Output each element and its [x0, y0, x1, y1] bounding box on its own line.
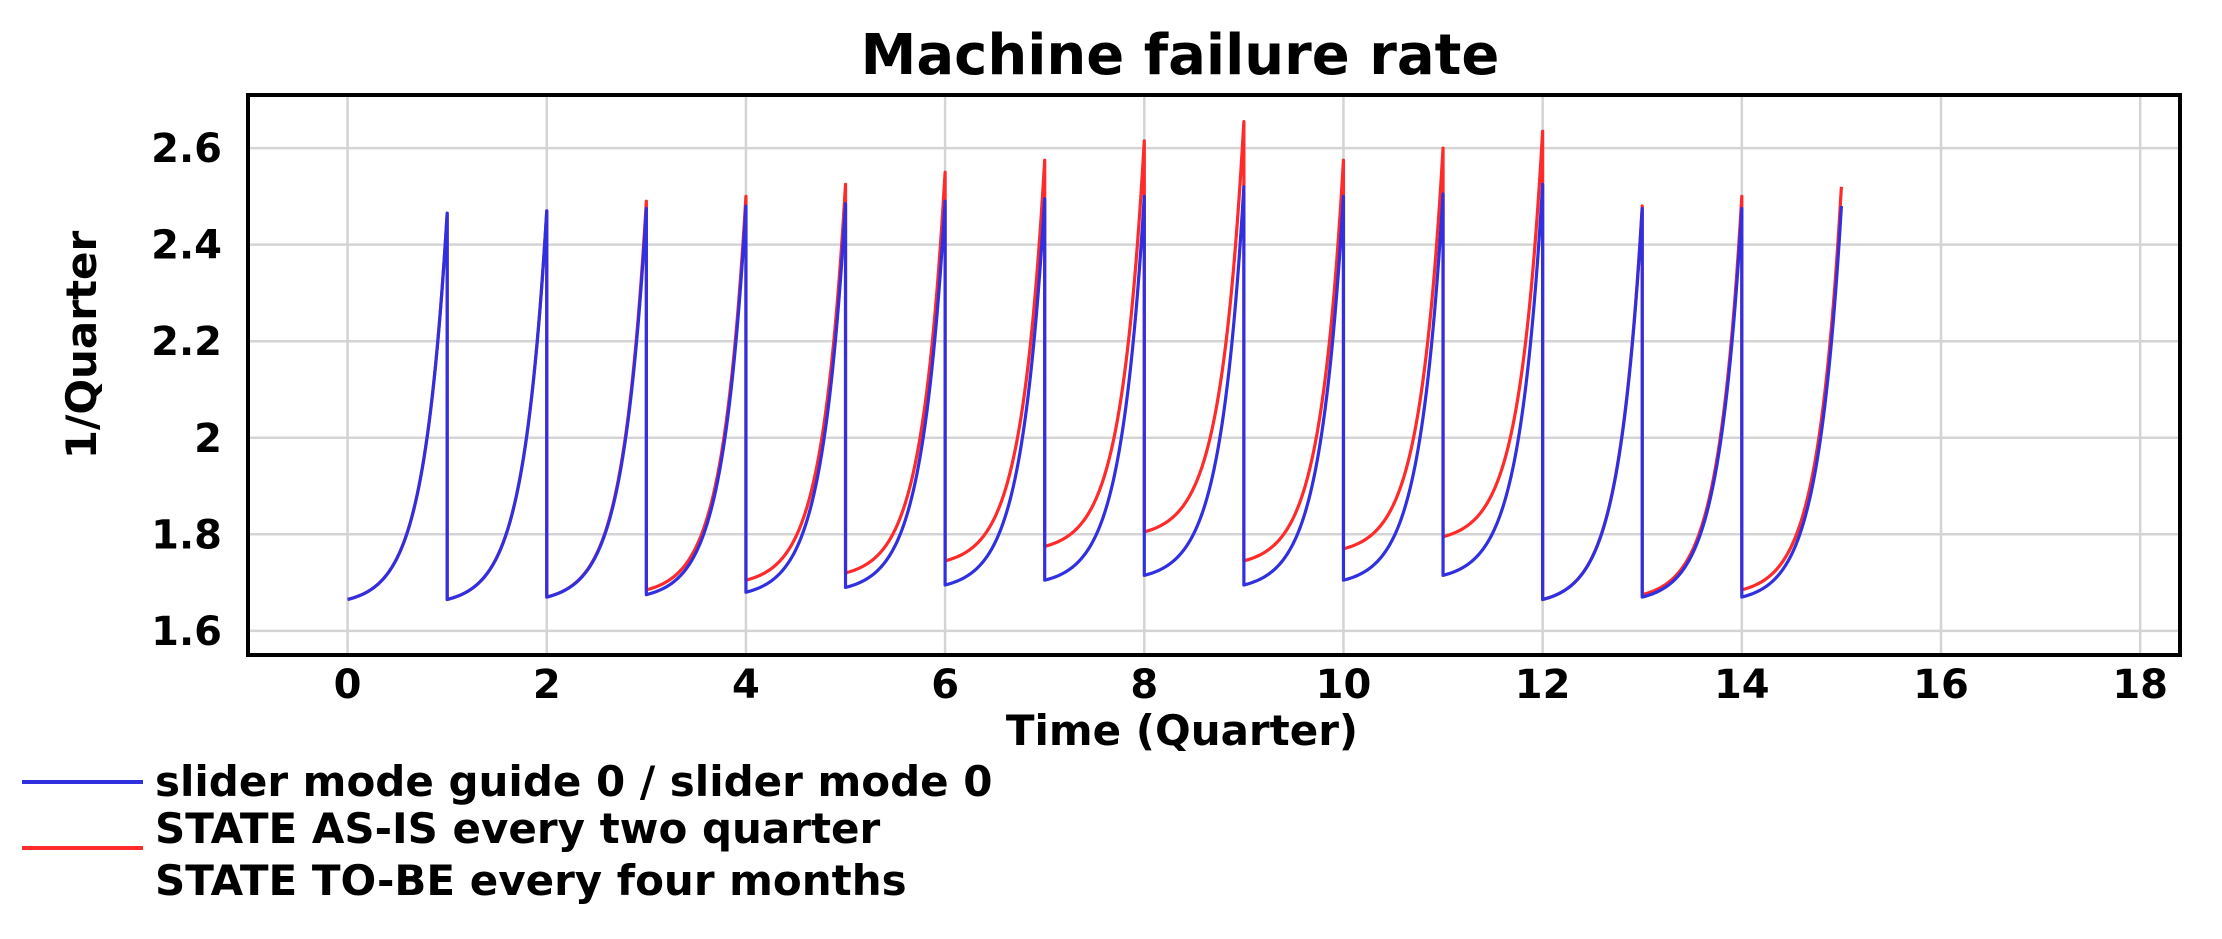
x-tick-label: 14 — [1714, 662, 1770, 708]
x-tick-label: 8 — [1130, 662, 1158, 708]
plot-frame — [246, 93, 2182, 657]
x-tick-label: 6 — [931, 662, 959, 708]
x-tick-label: 12 — [1515, 662, 1571, 708]
y-tick-label: 2 — [194, 416, 222, 462]
x-tick-label: 10 — [1316, 662, 1372, 708]
x-tick-label: 18 — [2112, 662, 2168, 708]
legend-label-blue: slider mode guide 0 / slider mode 0 — [155, 757, 993, 806]
series-lines — [347, 119, 1843, 602]
chart-title: Machine failure rate — [861, 23, 1500, 88]
x-tick-label: 4 — [732, 662, 760, 708]
y-axis-label: 1/Quarter — [57, 230, 106, 459]
x-tick-label: 0 — [334, 662, 362, 708]
legend-label-red-line1: STATE AS-IS every two quarter — [155, 804, 881, 853]
x-tick-label: 16 — [1913, 662, 1969, 708]
y-tick-label: 2.2 — [151, 319, 222, 365]
y-tick-label: 2.6 — [151, 126, 222, 172]
y-tick-label: 2.4 — [151, 223, 222, 269]
x-axis-ticks: 0 2 4 6 8 10 12 14 16 18 — [334, 662, 2168, 708]
y-axis-ticks: 1.6 1.8 2 2.2 2.4 2.6 — [151, 126, 222, 655]
x-tick-label: 2 — [533, 662, 561, 708]
legend: slider mode guide 0 / slider mode 0 STAT… — [22, 757, 993, 905]
series-line — [347, 182, 1843, 602]
grid-lines — [248, 95, 2180, 655]
legend-label-red-line2: STATE TO-BE every four months — [155, 856, 907, 905]
series-line — [347, 119, 1843, 602]
y-tick-label: 1.6 — [151, 609, 222, 655]
x-axis-label: Time (Quarter) — [1006, 706, 1358, 755]
y-tick-label: 1.8 — [151, 512, 222, 558]
